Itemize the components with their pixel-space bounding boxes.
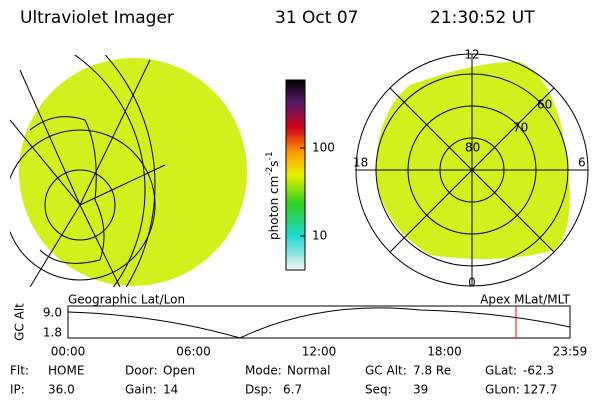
time: 21:30:52 UT bbox=[430, 8, 535, 28]
exp: -2 bbox=[265, 167, 275, 176]
field-label: GC Alt: bbox=[365, 364, 407, 378]
mlt-label: 12 bbox=[464, 48, 479, 62]
x-tick-label: 12:00 bbox=[302, 345, 337, 359]
x-tick-label: 23:59 bbox=[553, 345, 588, 359]
field-label: IP: bbox=[10, 383, 25, 397]
caption: Apex MLat/MLT bbox=[480, 293, 570, 307]
field-value: 6.7 bbox=[283, 383, 302, 397]
geographic-image bbox=[10, 55, 247, 287]
mlt-label: 6 bbox=[578, 156, 586, 170]
x-tick-label: 06:00 bbox=[176, 345, 211, 359]
field-label: GLat: bbox=[485, 364, 517, 378]
instrument: Ultraviolet Imager bbox=[20, 8, 174, 28]
altitude-plot bbox=[67, 305, 571, 339]
mlat-label: 80 bbox=[465, 141, 480, 155]
field-label: Mode: bbox=[245, 364, 282, 378]
mlat-label: 70 bbox=[513, 121, 528, 135]
field-value: Open bbox=[163, 364, 195, 378]
field-value: 39 bbox=[413, 383, 428, 397]
colorbar-label: photon cm-2s-1 bbox=[265, 151, 281, 240]
caption: Geographic Lat/Lon bbox=[68, 293, 185, 307]
colorbar-tick: 100 bbox=[312, 141, 335, 155]
field-value: 127.7 bbox=[523, 383, 557, 397]
colorbar-tick: 10 bbox=[312, 229, 327, 243]
field-label: Gain: bbox=[125, 383, 157, 397]
field-value: -62.3 bbox=[523, 364, 554, 378]
field-label: Door: bbox=[125, 364, 158, 378]
unit: s bbox=[267, 160, 281, 166]
field-label: Flt: bbox=[10, 364, 29, 378]
mlt-label: 18 bbox=[353, 156, 368, 170]
field-value: Normal bbox=[287, 364, 330, 378]
field-label: Dsp: bbox=[245, 383, 272, 397]
date: 31 Oct 07 bbox=[275, 8, 358, 28]
altitude-curve bbox=[67, 307, 571, 339]
field-value: 36.0 bbox=[48, 383, 75, 397]
altitude-tick: 1.8 bbox=[43, 326, 62, 340]
field-value: 14 bbox=[163, 383, 178, 397]
x-tick-label: 00:00 bbox=[51, 345, 86, 359]
field-value: HOME bbox=[48, 364, 84, 378]
field-value: 7.8 Re bbox=[413, 364, 451, 378]
mlt-label: 0 bbox=[468, 276, 476, 290]
altitude-axis-label: GC Alt bbox=[13, 303, 27, 341]
exp: -1 bbox=[265, 151, 275, 160]
x-tick-label: 18:00 bbox=[427, 345, 462, 359]
mlat-label: 60 bbox=[537, 98, 552, 112]
field-label: GLon: bbox=[485, 383, 520, 397]
unit: photon cm bbox=[267, 176, 281, 240]
field-label: Seq: bbox=[365, 383, 392, 397]
colorbar bbox=[285, 79, 306, 271]
altitude-tick: 9.0 bbox=[43, 306, 62, 320]
polar-image bbox=[355, 53, 589, 287]
